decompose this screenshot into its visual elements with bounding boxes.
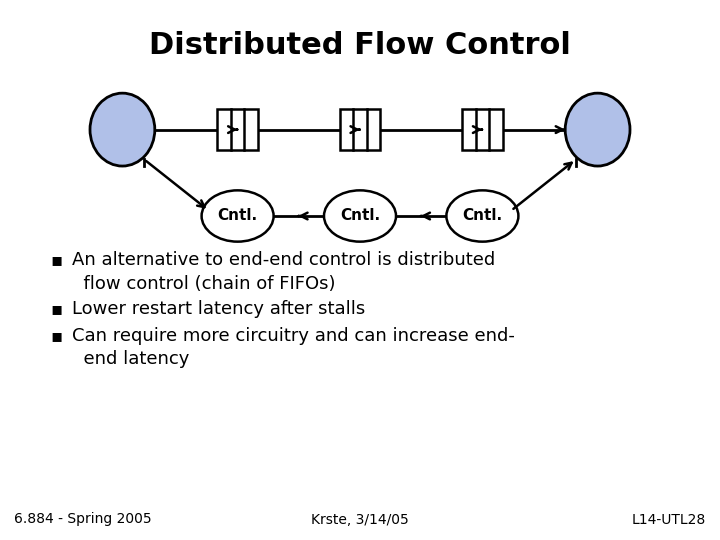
Text: Cntl.: Cntl. (340, 208, 380, 224)
Text: An alternative to end-end control is distributed: An alternative to end-end control is dis… (72, 251, 495, 269)
Text: L14-UTL28: L14-UTL28 (631, 512, 706, 526)
Bar (462, 109, 503, 150)
Text: ▪: ▪ (50, 327, 63, 345)
Text: Can require more circuitry and can increase end-: Can require more circuitry and can incre… (72, 327, 515, 345)
Text: Lower restart latency after stalls: Lower restart latency after stalls (72, 300, 365, 318)
Bar (340, 109, 380, 150)
Ellipse shape (565, 93, 630, 166)
Text: 6.884 - Spring 2005: 6.884 - Spring 2005 (14, 512, 152, 526)
Text: flow control (chain of FIFOs): flow control (chain of FIFOs) (72, 275, 336, 293)
Ellipse shape (446, 191, 518, 241)
Text: ▪: ▪ (50, 300, 63, 318)
Bar (217, 109, 258, 150)
Text: Cntl.: Cntl. (462, 208, 503, 224)
Ellipse shape (324, 191, 396, 241)
Text: end latency: end latency (72, 350, 189, 368)
Text: Krste, 3/14/05: Krste, 3/14/05 (311, 512, 409, 526)
Text: Cntl.: Cntl. (217, 208, 258, 224)
Text: Distributed Flow Control: Distributed Flow Control (149, 31, 571, 60)
Ellipse shape (202, 191, 274, 241)
Ellipse shape (90, 93, 155, 166)
Text: ▪: ▪ (50, 251, 63, 269)
